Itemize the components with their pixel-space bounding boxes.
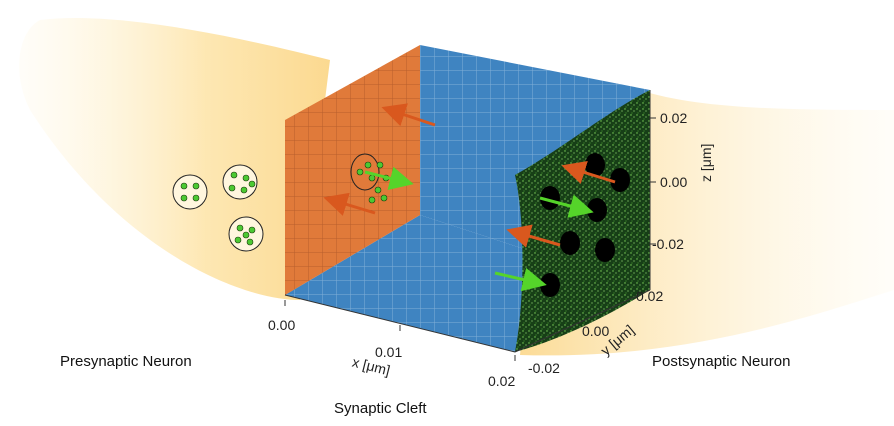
receptor: [595, 238, 615, 262]
x-tick-1: 0.01: [375, 344, 403, 360]
receptor: [610, 168, 630, 192]
postsynaptic-label: Postsynaptic Neuron: [652, 353, 791, 370]
z-axis-label: z [μm]: [698, 143, 714, 182]
cleft-label: Synaptic Cleft: [334, 400, 427, 417]
reuptake-arrow: [323, 192, 376, 216]
reuptake-arrow: [561, 160, 616, 184]
vesicles: [172, 153, 390, 252]
receptor: [540, 273, 560, 297]
presynaptic-neuron-body: [19, 18, 331, 300]
y-tick-1: 0.00: [582, 323, 610, 339]
vesicle: [222, 164, 258, 200]
receptor: [585, 153, 605, 177]
release-arrow: [539, 194, 594, 218]
arrows: [323, 103, 616, 292]
presynaptic-label: Presynaptic Neuron: [60, 353, 192, 370]
x-tick-2: 0.02: [488, 373, 516, 389]
z-tick-0: 0.02: [660, 110, 688, 126]
reuptake-arrow: [506, 224, 561, 248]
reuptake-arrow: [381, 103, 436, 127]
receptor: [540, 186, 560, 210]
vesicle: [172, 174, 208, 210]
receptor: [560, 231, 580, 255]
z-tick-2: -0.02: [652, 236, 684, 252]
receptor: [587, 198, 607, 222]
release-arrow: [364, 166, 414, 191]
release-arrow: [494, 267, 547, 292]
x-tick-0: 0.00: [268, 317, 296, 333]
z-tick-1: 0.00: [660, 174, 688, 190]
vesicle: [228, 216, 264, 252]
y-tick-2: 0.02: [636, 288, 664, 304]
y-tick-0: -0.02: [528, 360, 560, 376]
